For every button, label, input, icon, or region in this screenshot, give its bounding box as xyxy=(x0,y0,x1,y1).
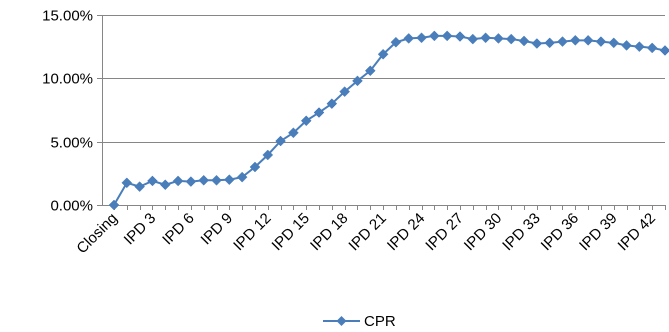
series-line xyxy=(113,34,666,206)
data-point xyxy=(339,86,351,97)
data-point xyxy=(428,30,440,42)
data-point xyxy=(159,179,171,191)
data-point xyxy=(300,115,312,127)
x-tick-label: IPD 3 xyxy=(121,210,160,249)
data-point xyxy=(147,175,158,187)
x-tick-label: IPD 27 xyxy=(422,210,466,254)
data-point xyxy=(198,174,210,186)
data-point xyxy=(608,37,620,49)
data-point xyxy=(121,177,133,189)
x-tick-label: IPD 21 xyxy=(345,210,389,254)
x-tick-label: IPD 15 xyxy=(269,210,313,254)
data-point xyxy=(275,135,286,147)
data-point xyxy=(326,98,338,110)
data-point xyxy=(634,41,645,53)
data-point xyxy=(390,36,402,48)
data-point xyxy=(211,174,222,186)
data-point xyxy=(569,34,581,46)
data-point xyxy=(441,30,453,42)
x-tick-label: IPD 42 xyxy=(615,210,659,254)
x-tick-label: IPD 39 xyxy=(576,210,620,254)
data-point xyxy=(172,175,184,187)
data-point xyxy=(582,34,594,46)
legend: CPR xyxy=(323,313,396,330)
legend-label: CPR xyxy=(364,313,396,330)
axes xyxy=(97,15,666,210)
x-tick-label: IPD 24 xyxy=(384,210,428,254)
data-point xyxy=(531,38,543,49)
y-tick-label: 10.00% xyxy=(42,71,93,88)
x-tick-label: IPD 36 xyxy=(538,210,582,254)
data-point xyxy=(416,32,427,44)
data-point xyxy=(505,33,517,45)
x-tick-label: Closing xyxy=(73,210,120,257)
data-point xyxy=(134,181,145,192)
data-point xyxy=(595,36,607,47)
x-tick-label: IPD 12 xyxy=(230,210,274,254)
data-point xyxy=(262,149,274,161)
x-tick-label: IPD 6 xyxy=(159,210,198,249)
x-tick-label: IPD 30 xyxy=(461,210,505,254)
data-point xyxy=(377,48,389,60)
y-tick-label: 0.00% xyxy=(50,198,93,215)
y-tick-label: 5.00% xyxy=(50,135,93,152)
y-tick-label: 15.00% xyxy=(42,8,93,25)
x-tick-label: IPD 18 xyxy=(307,210,351,254)
data-point xyxy=(364,65,376,77)
data-point xyxy=(352,75,363,87)
data-point xyxy=(223,174,235,186)
data-point xyxy=(659,45,669,56)
data-point xyxy=(544,37,556,49)
data-point xyxy=(646,42,658,54)
data-point xyxy=(249,161,261,173)
data-point xyxy=(313,107,325,118)
data-point xyxy=(288,127,299,139)
data-point xyxy=(403,33,415,44)
y-axis-tick-labels: 0.00% 5.00% 10.00% 15.00% xyxy=(42,8,93,215)
data-point xyxy=(185,176,197,187)
data-point xyxy=(480,32,491,44)
series-cpr xyxy=(108,30,669,211)
gridlines xyxy=(102,15,665,143)
data-point xyxy=(108,199,120,211)
data-point xyxy=(557,36,568,47)
x-tick-label: IPD 33 xyxy=(499,210,543,254)
data-point xyxy=(454,31,466,42)
data-point xyxy=(621,40,632,51)
legend-marker xyxy=(336,316,347,326)
data-point xyxy=(518,35,530,47)
data-point xyxy=(467,33,479,45)
data-point xyxy=(493,33,504,44)
data-point xyxy=(236,171,248,183)
